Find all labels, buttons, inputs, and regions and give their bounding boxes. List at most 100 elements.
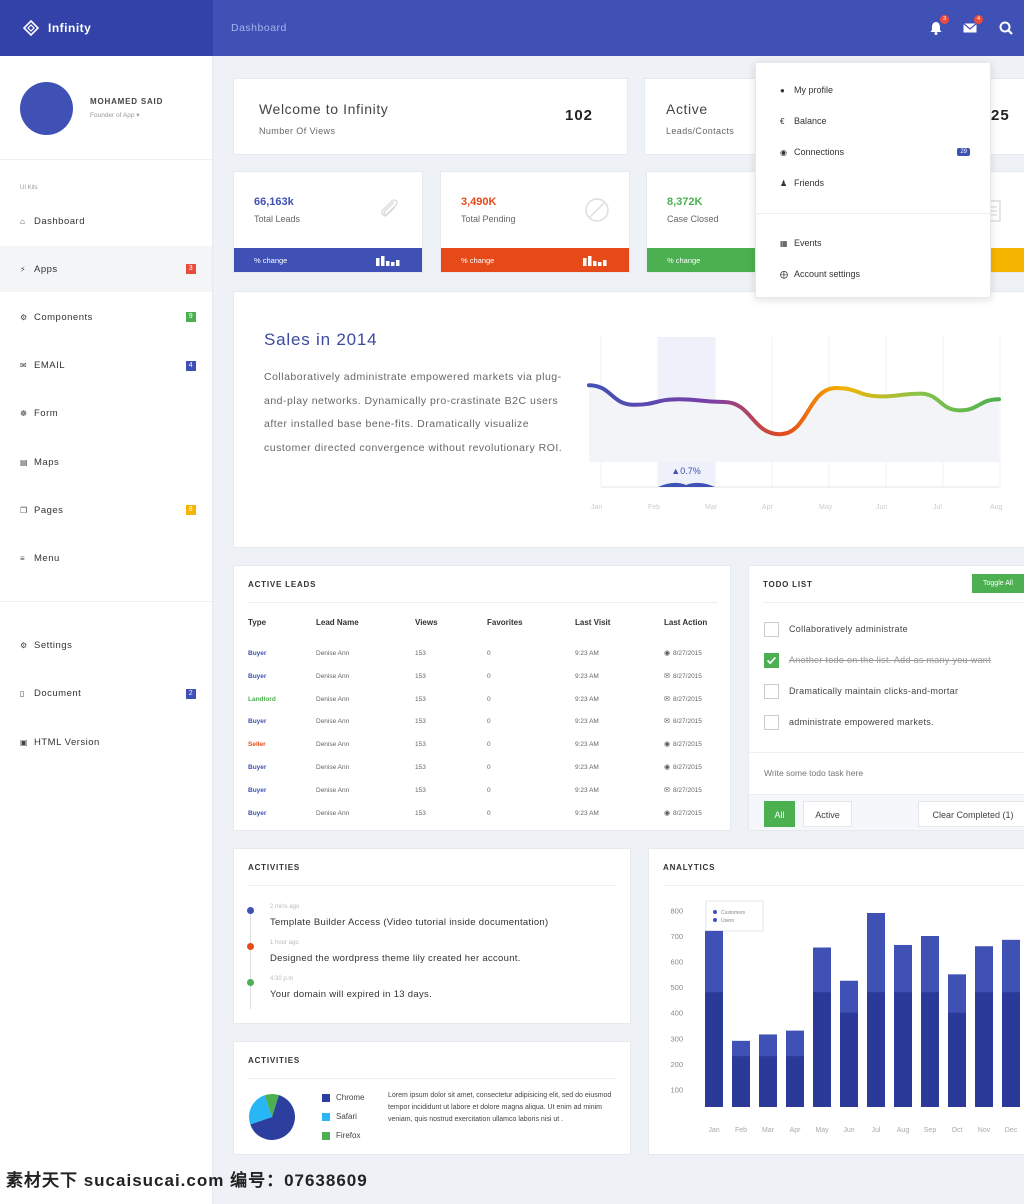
clear-completed-button[interactable]: Clear Completed (1) xyxy=(918,801,1024,827)
filter-all-button[interactable]: All xyxy=(764,801,795,827)
globe-icon: ◉ xyxy=(780,147,787,157)
menu-item-account-settings[interactable]: ⨁ Account settings xyxy=(780,269,860,279)
bar-may-users xyxy=(813,992,831,1107)
cell-text: 8/27/2015 xyxy=(673,809,702,817)
cell-text: 153 xyxy=(415,809,426,817)
stat-change-label: % change xyxy=(461,256,495,265)
sidebar-item-email[interactable]: ✉ EMAIL 4 xyxy=(0,343,212,389)
legend-swatch xyxy=(322,1094,330,1102)
table-cell-type: Buyer xyxy=(248,764,266,771)
cell-text: 9:23 AM xyxy=(575,786,599,794)
menu-item-balance[interactable]: € Balance xyxy=(780,116,827,126)
sidebar-item-html-version[interactable]: ▣ HTML Version xyxy=(0,719,212,765)
x-tick-label: Feb xyxy=(735,1127,747,1134)
todo-item-text[interactable]: Dramatically maintain clicks-and-mortar xyxy=(789,686,959,696)
activities-card: ACTIVITIES 2 mins ago Template Builder Ac… xyxy=(233,848,631,1024)
mini-bar-chart-icon xyxy=(583,256,607,266)
bolt-icon: ⚡ xyxy=(20,264,27,274)
stat-change-label: % change xyxy=(254,256,288,265)
breadcrumb[interactable]: Dashboard xyxy=(231,22,287,34)
cell-text: Buyer xyxy=(248,809,267,817)
section-title: ACTIVE LEADS xyxy=(248,580,317,589)
globe-icon: ◉ xyxy=(664,741,671,749)
legend-label: Firefox xyxy=(336,1131,361,1140)
cell-text: Denise Ann xyxy=(316,786,350,794)
bar-aug-users xyxy=(894,992,912,1107)
profile-dropdown-menu: ● My profile € Balance ◉ Connections 29 ♟ Fr… xyxy=(755,62,991,298)
avatar[interactable] xyxy=(20,82,73,135)
sidebar-item-settings[interactable]: ⚙ Settings xyxy=(0,622,212,668)
sidebar-item-apps[interactable]: ⚡ Apps 3 xyxy=(0,246,212,293)
bar-feb-users xyxy=(732,1056,750,1107)
brand-logo[interactable]: Infinity xyxy=(0,0,213,56)
timeline-dot xyxy=(247,943,254,950)
x-tick-label: Aug xyxy=(897,1127,910,1134)
todo-item-text[interactable]: administrate empowered markets. xyxy=(789,717,934,727)
profile-role[interactable]: Founder of App ▾ xyxy=(90,112,140,119)
filter-active-button[interactable]: Active xyxy=(803,801,852,827)
table-cell-visit: 9:23 AM xyxy=(575,673,599,680)
x-tick-label: May xyxy=(815,1127,829,1134)
messages-button[interactable]: 4 xyxy=(962,15,983,36)
menu-item-friends[interactable]: ♟ Friends xyxy=(780,178,824,188)
cell-text: Buyer xyxy=(248,650,267,657)
table-cell-views: 153 xyxy=(415,787,426,794)
cell-text: 8/27/2015 xyxy=(673,695,702,703)
search-button[interactable] xyxy=(998,20,1014,36)
month-label: Mar xyxy=(705,504,718,511)
table-header[interactable]: Views xyxy=(415,618,438,627)
table-cell-name: Denise Ann xyxy=(316,673,349,680)
activities-description: Lorem ipsum dolor sit amet, consectetur … xyxy=(388,1092,612,1123)
active-title: Active xyxy=(666,101,708,117)
table-header[interactable]: Lead Name xyxy=(316,618,359,627)
table-cell-visit: 9:23 AM xyxy=(575,764,599,771)
todo-checkbox[interactable] xyxy=(764,715,779,730)
table-header[interactable]: Last Action xyxy=(664,618,708,627)
toggle-all-button[interactable]: Toggle All xyxy=(972,574,1024,593)
activity-text[interactable]: Template Builder Access (Video tutorial … xyxy=(270,917,549,928)
legend-label: Safari xyxy=(336,1112,357,1121)
analytics-bar-chart: Customers Users 100 200 300 400 500 600 700 800 Ja… xyxy=(670,900,1020,1134)
sidebar-item-components[interactable]: ⚙ Components 9 xyxy=(0,294,212,340)
cell-text: 0 xyxy=(487,672,491,680)
profile-name: MOHAMED SAID xyxy=(90,97,164,106)
legend-label: Chrome xyxy=(336,1093,365,1102)
todo-checkbox[interactable] xyxy=(764,684,779,699)
sidebar-item-maps[interactable]: ▤ Maps xyxy=(0,439,212,485)
activity-text[interactable]: Designed the wordpress theme lily create… xyxy=(270,953,521,964)
envelope-icon xyxy=(963,23,977,33)
x-tick-label: Apr xyxy=(790,1127,802,1134)
sidebar-item-menu[interactable]: ≡ Menu xyxy=(0,535,212,581)
table-cell-visit: 9:23 AM xyxy=(575,718,599,725)
table-cell-fav: 0 xyxy=(487,696,491,703)
sidebar-item-pages[interactable]: ❐ Pages 8 xyxy=(0,487,212,533)
stat-label: Total Pending xyxy=(461,214,516,224)
todo-checkbox[interactable] xyxy=(764,622,779,637)
table-cell-name: Denise Ann xyxy=(316,650,349,657)
views-count: 102 xyxy=(565,107,594,124)
menu-item-connections[interactable]: ◉ Connections xyxy=(780,147,844,157)
watermark-text: 素材天下 sucaisucai.com 编号：07638609 xyxy=(6,1171,368,1190)
table-cell-name: Denise Ann xyxy=(316,787,349,794)
menu-item-my-profile[interactable]: ● My profile xyxy=(780,85,833,95)
table-cell-fav: 0 xyxy=(487,810,491,817)
table-header[interactable]: Last Visit xyxy=(575,618,611,627)
menu-item-events[interactable]: ▦ Events xyxy=(780,238,822,248)
todo-checkbox[interactable] xyxy=(764,653,779,668)
activities-browser-card: ACTIVITIES Chrome Safari Firefox Lorem ips… xyxy=(233,1041,631,1155)
todo-input[interactable] xyxy=(749,752,1024,793)
table-cell-visit: 9:23 AM xyxy=(575,650,599,657)
table-header[interactable]: Type xyxy=(248,618,267,627)
cog-icon: ⚙ xyxy=(20,312,28,322)
notifications-button[interactable]: 3 xyxy=(928,15,949,36)
user-profile: MOHAMED SAID Founder of App ▾ xyxy=(0,56,212,160)
todo-item-text[interactable]: Collaboratively administrate xyxy=(789,624,908,634)
sidebar-item-form[interactable]: ☸ Form xyxy=(0,391,212,437)
sidebar-item-document[interactable]: ▯ Document 2 xyxy=(0,671,212,717)
todo-item-text[interactable]: Another todo on the list. Add as many yo… xyxy=(789,655,991,665)
sales-card: Sales in 2014 Collaboratively administra… xyxy=(233,291,1024,548)
sidebar-item-dashboard[interactable]: ⌂ Dashboard xyxy=(0,198,212,244)
table-header[interactable]: Favorites xyxy=(487,618,523,627)
table-cell-name: Denise Ann xyxy=(316,810,349,817)
activity-text[interactable]: Your domain will expired in 13 days. xyxy=(270,989,433,1000)
